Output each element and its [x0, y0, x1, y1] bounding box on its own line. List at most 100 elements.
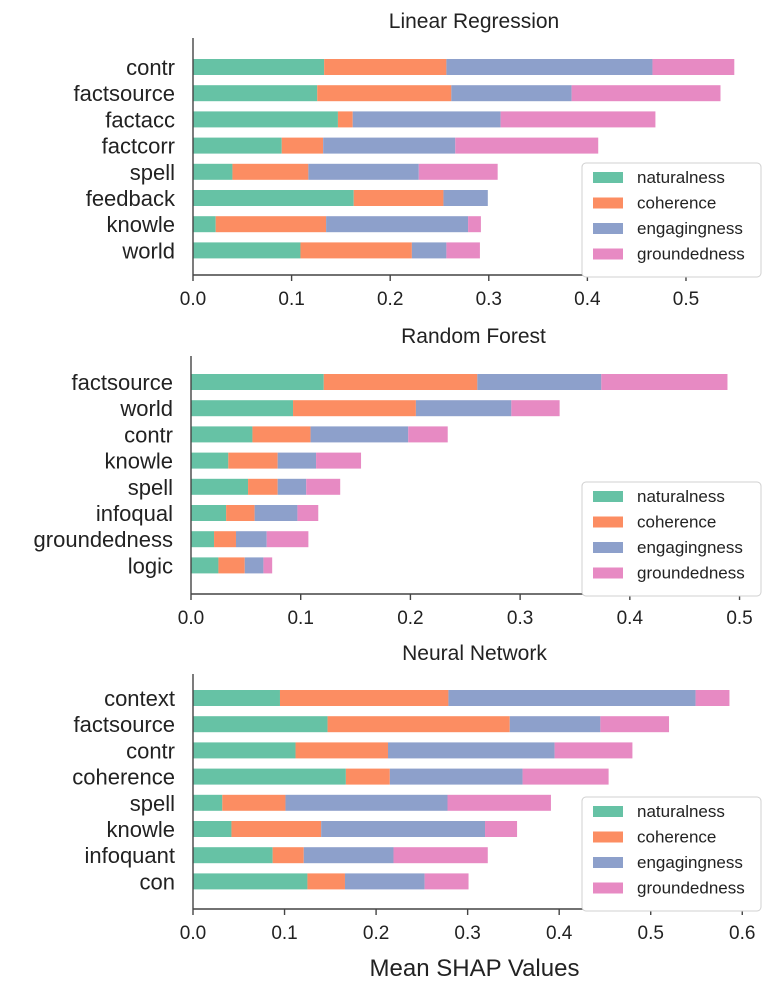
bar-engagingness [326, 216, 469, 233]
bar-naturalness [191, 452, 229, 469]
legend-label: groundedness [637, 245, 745, 264]
x-tick-label: 0.0 [178, 608, 204, 629]
bar-naturalness [193, 85, 318, 102]
legend-box [581, 162, 762, 278]
chart-title: Neural Network [402, 642, 547, 665]
x-tick-label: 0.2 [397, 608, 423, 629]
x-tick-label: 0.1 [271, 923, 297, 944]
category-label: coherence [72, 765, 175, 790]
x-tick-label: 0.3 [454, 923, 480, 944]
x-tick-label: 0.3 [507, 608, 533, 629]
legend: naturalness coherence engagingness grounded… [581, 481, 762, 597]
bar-coherence [272, 847, 304, 864]
legend-label: groundedness [637, 564, 745, 583]
bar-groundedness [447, 794, 551, 811]
bar-groundedness [297, 505, 319, 521]
bar-groundedness [266, 531, 309, 548]
legend-swatch-engagingness [593, 223, 623, 234]
x-tick-label: 0.0 [180, 289, 206, 310]
category-label: groundedness [34, 527, 173, 552]
legend-swatch-naturalness [593, 806, 623, 817]
bar-naturalness [193, 742, 296, 759]
legend-swatch-groundedness [593, 248, 623, 260]
category-label: feedback [86, 186, 176, 211]
bar-groundedness [306, 478, 341, 495]
bar-engagingness [352, 111, 501, 128]
bar-coherence [324, 59, 447, 75]
bar-coherence [252, 426, 311, 443]
bar-groundedness [455, 137, 599, 154]
bar-coherence [228, 452, 278, 469]
category-label: contr [126, 55, 175, 80]
x-tick-label: 0.3 [476, 289, 502, 310]
chart-1: Linear Regressioncontrfactsourcefactaccf… [74, 10, 762, 310]
legend-swatch-coherence [593, 197, 623, 209]
x-tick-label: 0.5 [673, 289, 699, 310]
legend: naturalness coherence engagingness grounded… [581, 796, 762, 912]
bar-coherence [222, 794, 286, 811]
category-label: spell [130, 791, 175, 816]
bar-naturalness [193, 111, 338, 128]
bar-engagingness [277, 478, 307, 495]
category-label: knowle [107, 212, 175, 237]
bar-coherence [281, 137, 324, 154]
bar-engagingness [477, 374, 602, 390]
bar-coherence [214, 531, 236, 548]
bar-groundedness [500, 111, 656, 128]
category-label: knowle [105, 449, 173, 474]
bar-naturalness [193, 768, 346, 785]
category-label: contr [126, 738, 175, 763]
x-tick-label: 0.2 [377, 289, 403, 310]
bar-naturalness [191, 426, 253, 443]
bar-coherence [300, 242, 412, 259]
bar-groundedness [263, 557, 273, 574]
category-label: logic [128, 553, 173, 578]
bar-groundedness [511, 400, 560, 417]
bar-groundedness [522, 768, 609, 785]
legend-label: naturalness [637, 802, 725, 821]
category-label: context [104, 686, 175, 711]
x-tick-label: 0.1 [278, 289, 304, 310]
bar-engagingness [387, 742, 555, 759]
bar-engagingness [303, 847, 394, 864]
category-label: con [140, 869, 175, 894]
legend-label: coherence [637, 513, 716, 532]
category-label: world [119, 396, 173, 421]
bar-groundedness [652, 59, 735, 75]
bar-naturalness [193, 137, 282, 154]
bar-groundedness [468, 216, 481, 233]
bar-coherence [231, 821, 322, 837]
legend: naturalness coherence engagingness grounded… [581, 162, 762, 278]
bar-coherence [248, 478, 278, 495]
x-tick-label: 0.1 [287, 608, 313, 629]
legend-box [581, 481, 762, 597]
bar-naturalness [193, 794, 223, 811]
bar-naturalness [191, 505, 227, 521]
category-label: factacc [105, 107, 175, 132]
x-tick-label: 0.5 [726, 608, 752, 629]
category-label: spell [128, 475, 173, 500]
x-tick-label: 0.5 [638, 923, 664, 944]
legend-label: groundedness [637, 879, 745, 898]
bar-engagingness [509, 716, 601, 733]
category-label: factsource [74, 712, 176, 737]
bar-coherence [317, 85, 452, 102]
legend-label: coherence [637, 828, 716, 847]
legend-label: coherence [637, 194, 716, 213]
legend-swatch-coherence [593, 516, 623, 528]
bar-coherence [293, 400, 416, 417]
category-label: infoquant [84, 843, 175, 868]
bar-groundedness [554, 742, 633, 759]
bar-groundedness [601, 374, 728, 390]
bar-coherence [218, 557, 245, 574]
bar-groundedness [571, 85, 721, 102]
bar-engagingness [446, 59, 653, 75]
legend-swatch-groundedness [593, 567, 623, 579]
bar-naturalness [191, 557, 219, 574]
bar-engagingness [411, 242, 447, 259]
bar-coherence [232, 163, 309, 180]
bar-coherence [279, 690, 449, 706]
bar-coherence [353, 190, 444, 206]
bar-naturalness [193, 216, 216, 233]
